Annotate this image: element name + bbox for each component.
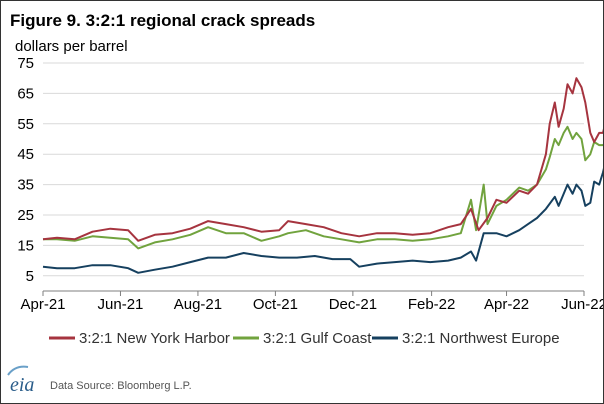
y-tick-label: 65	[17, 85, 34, 102]
eia-logo-arc	[7, 365, 29, 376]
x-tick-label: Feb-22	[408, 296, 456, 313]
x-tick-label: Apr-22	[484, 296, 529, 313]
y-tick-label: 55	[17, 116, 34, 133]
x-tick-label: Apr-21	[20, 296, 65, 313]
y-axis-ticks: 5 15 25 35 45 55 65 75	[17, 55, 34, 285]
x-tick-label: Dec-21	[329, 296, 377, 313]
eia-logo-text: eia	[10, 374, 34, 396]
series-lines	[42, 77, 603, 274]
gridlines	[43, 62, 584, 277]
y-tick-label: 25	[17, 207, 34, 224]
y-tick-label: 5	[26, 268, 34, 285]
legend-label-3: 3:2:1 Northwest Europe	[402, 330, 560, 347]
y-tick-label: 45	[17, 146, 34, 163]
x-tick-label: Jun-21	[98, 296, 144, 313]
x-tick-label: Aug-21	[174, 296, 222, 313]
y-tick-label: 35	[17, 177, 34, 194]
y-tick-label: 15	[17, 237, 34, 254]
y-tick-label: 75	[17, 55, 34, 72]
y-axis-unit-label: dollars per barrel	[15, 38, 128, 55]
x-tick-label: Oct-21	[253, 296, 298, 313]
x-tick-label: Jun-22	[561, 296, 603, 313]
eia-logo: eia	[7, 365, 34, 396]
x-axis-ticks: Apr-21 Jun-21 Aug-21 Oct-21 Dec-21 Feb-22 Apr-…	[20, 296, 603, 313]
legend-label-2: 3:2:1 Gulf Coast	[263, 330, 372, 347]
data-source-note: Data Source: Bloomberg L.P.	[50, 380, 192, 392]
series-line-1	[42, 77, 603, 242]
x-axis	[42, 290, 585, 296]
legend-label-1: 3:2:1 New York Harbor	[79, 330, 230, 347]
legend: 3:2:1 New York Harbor 3:2:1 Gulf Coast 3:2…	[49, 330, 560, 347]
series-line-3	[42, 168, 603, 274]
series-line-2	[43, 125, 603, 250]
chart-title: Figure 9. 3:2:1 regional crack spreads	[10, 11, 315, 30]
